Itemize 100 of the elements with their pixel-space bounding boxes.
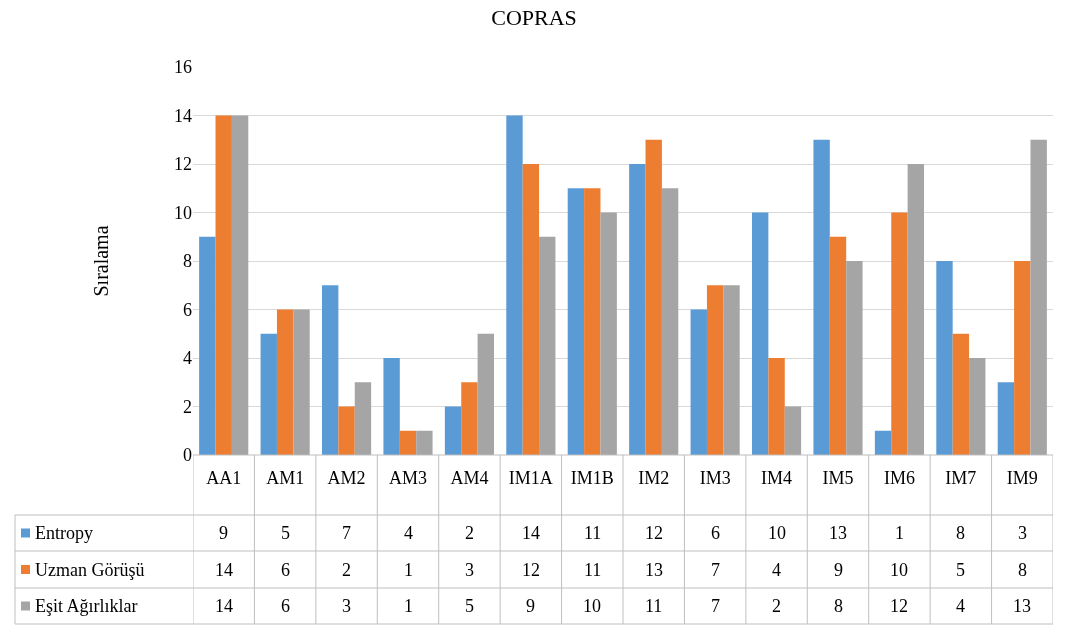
bar: [936, 261, 953, 455]
x-tick-label: IM2: [638, 468, 670, 488]
data-label: 13: [829, 523, 847, 543]
bar: [813, 139, 830, 455]
x-tick-label: IM7: [945, 468, 977, 488]
data-label: 4: [772, 560, 781, 580]
bar: [444, 406, 462, 455]
bar: [354, 382, 372, 455]
bar: [768, 358, 785, 455]
data-label: 10: [583, 596, 601, 616]
data-label: 3: [1018, 523, 1027, 543]
bar: [1014, 261, 1031, 455]
bar: [706, 285, 724, 455]
data-label: 1: [895, 523, 904, 543]
bar: [1030, 139, 1047, 455]
x-tick-label: IM3: [699, 468, 731, 488]
bar: [952, 333, 970, 455]
x-tick-label: AA1: [206, 468, 242, 488]
chart-title: COPRAS: [491, 4, 577, 30]
data-label: 8: [956, 523, 965, 543]
y-tick-label: 0: [183, 445, 192, 466]
bar: [477, 333, 494, 455]
bar: [969, 358, 986, 455]
data-label: 8: [834, 596, 843, 616]
data-label: 9: [526, 596, 535, 616]
legend-label: Entropy: [35, 523, 93, 543]
bar: [645, 139, 662, 455]
bar: [522, 164, 540, 455]
bar: [293, 309, 310, 455]
bar: [506, 115, 523, 455]
y-axis-title: Sıralama: [89, 225, 112, 297]
data-label: 4: [956, 596, 965, 616]
data-label: 5: [281, 523, 290, 543]
bar: [322, 285, 339, 455]
legend-label: Uzman Görüşü: [35, 560, 145, 580]
data-label: 14: [215, 596, 233, 616]
data-label: 10: [768, 523, 786, 543]
bar: [416, 430, 433, 455]
bar: [584, 188, 601, 455]
bar: [383, 358, 400, 455]
data-label: 5: [465, 596, 474, 616]
data-label: 11: [584, 523, 602, 543]
bar: [600, 212, 617, 455]
x-tick-label: AM4: [450, 468, 489, 488]
data-label: 9: [219, 523, 228, 543]
y-tick-label: 8: [183, 251, 192, 272]
bar: [276, 309, 294, 455]
data-label: 7: [711, 560, 720, 580]
bar: [661, 188, 679, 455]
bar: [629, 164, 646, 455]
data-label: 11: [584, 560, 602, 580]
data-label: 2: [342, 560, 351, 580]
data-label: 12: [645, 523, 663, 543]
data-label: 13: [1013, 596, 1031, 616]
data-label: 1: [404, 596, 413, 616]
data-label: 7: [711, 596, 720, 616]
bar: [567, 188, 585, 455]
bar: [215, 115, 232, 455]
bar: [231, 115, 249, 455]
y-tick-label: 6: [183, 299, 192, 320]
legend-label: Eşit Ağırlıklar: [35, 596, 138, 616]
bar: [199, 236, 216, 455]
bar: [690, 309, 707, 455]
data-label: 3: [465, 560, 474, 580]
data-label: 8: [1018, 560, 1027, 580]
data-label: 14: [215, 560, 233, 580]
y-tick-label: 12: [174, 154, 192, 175]
bar: [997, 382, 1015, 455]
data-label: 6: [281, 560, 290, 580]
x-tick-label: IM9: [1006, 468, 1038, 488]
bar: [399, 430, 417, 455]
data-label: 1: [404, 560, 413, 580]
bar: [907, 164, 924, 455]
bar: [461, 382, 478, 455]
y-tick-label: 16: [174, 57, 192, 78]
x-tick-label: IM4: [761, 468, 793, 488]
data-label: 3: [342, 596, 351, 616]
bar: [829, 236, 847, 455]
y-tick-label: 10: [174, 202, 192, 223]
data-label: 2: [465, 523, 474, 543]
bar: [891, 212, 908, 455]
y-tick-label: 4: [183, 348, 192, 369]
data-label: 12: [890, 596, 908, 616]
data-label: 6: [711, 523, 720, 543]
data-label: 10: [890, 560, 908, 580]
data-label: 13: [645, 560, 663, 580]
data-label: 7: [342, 523, 351, 543]
bar: [752, 212, 769, 455]
data-label: 2: [772, 596, 781, 616]
x-tick-label: AM3: [388, 468, 428, 488]
x-tick-label: IM1B: [570, 468, 614, 488]
data-label: 6: [281, 596, 290, 616]
bar: [784, 406, 802, 455]
bar: [723, 285, 740, 455]
data-label: 11: [645, 596, 663, 616]
bar: [539, 236, 556, 455]
x-tick-label: IM6: [883, 468, 915, 488]
data-label: 14: [522, 523, 540, 543]
x-tick-label: AM2: [327, 468, 366, 488]
bar: [874, 430, 892, 455]
